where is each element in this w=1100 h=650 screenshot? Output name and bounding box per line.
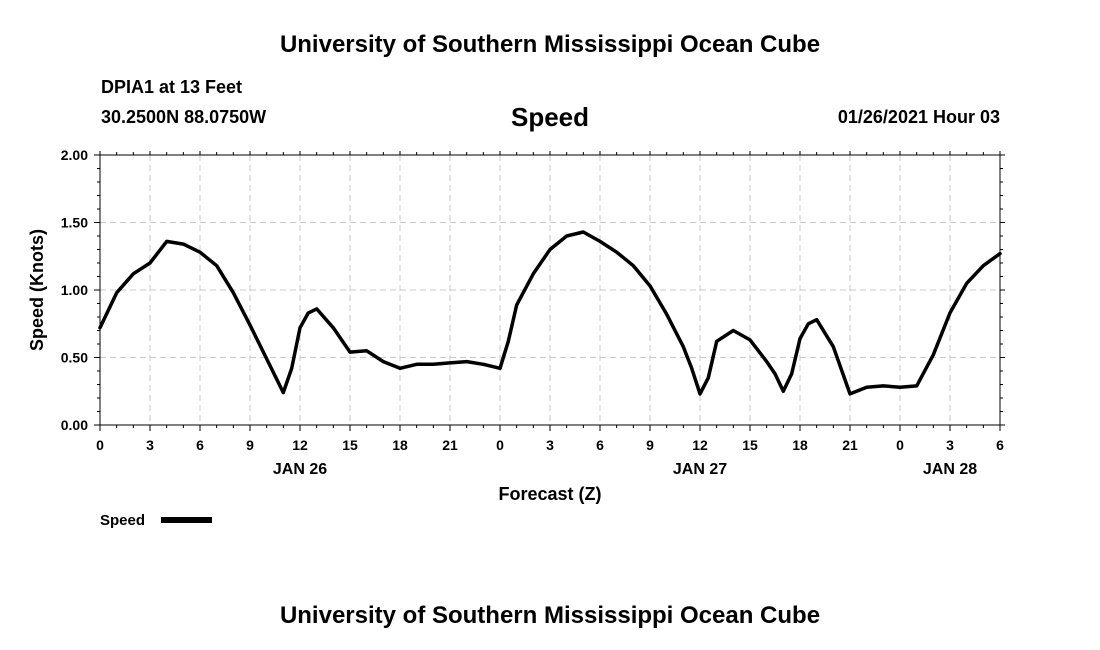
x-tick-label: 0 (896, 437, 904, 453)
x-tick-label: 6 (196, 437, 204, 453)
x-tick-label: 0 (496, 437, 504, 453)
date-label: JAN 27 (673, 461, 727, 478)
y-tick-label: 2.00 (61, 147, 88, 163)
x-tick-label: 12 (292, 437, 308, 453)
x-tick-labels: 0 3 6 9 12 15 18 21 0 3 6 9 12 15 18 21 0 3 6 (96, 437, 1004, 453)
date-labels: JAN 26 JAN 27 JAN 28 (273, 461, 977, 478)
chart-title: Speed (510, 102, 590, 132)
x-tick-label: 9 (246, 437, 254, 453)
header-title: University of Southern Mississippi Ocean… (279, 31, 821, 58)
forecast-issue-time: 01/26/2021 Hour 03 (837, 107, 1000, 127)
y-tick-label: 1.00 (61, 282, 88, 298)
x-tick-label: 21 (842, 437, 858, 453)
legend: Speed (100, 512, 212, 529)
chart-grid (100, 155, 1000, 425)
x-tick-label: 9 (646, 437, 654, 453)
axis-ticks (94, 151, 1005, 431)
x-tick-label: 6 (996, 437, 1004, 453)
x-tick-label: 15 (342, 437, 358, 453)
x-tick-label: 3 (946, 437, 954, 453)
date-label: JAN 26 (273, 461, 327, 478)
date-label: JAN 28 (923, 461, 977, 478)
x-tick-label: 6 (596, 437, 604, 453)
x-tick-label: 21 (442, 437, 458, 453)
station-label: DPIA1 at 13 Feet (101, 77, 243, 97)
x-tick-label: 3 (546, 437, 554, 453)
x-tick-label: 0 (96, 437, 104, 453)
footer-title: University of Southern Mississippi Ocean… (279, 602, 821, 629)
y-tick-label: 0.00 (61, 417, 88, 433)
legend-label: Speed (100, 512, 145, 529)
y-tick-label: 0.50 (61, 350, 88, 366)
y-tick-label: 1.50 (61, 215, 88, 231)
station-coordinates: 30.2500N 88.0750W (101, 107, 267, 127)
series-lines (98, 230, 1002, 396)
y-axis-label: Speed (Knots) (27, 229, 47, 351)
x-tick-label: 15 (742, 437, 758, 453)
x-tick-label: 18 (392, 437, 408, 453)
x-tick-label: 18 (792, 437, 808, 453)
x-axis-label: Forecast (Z) (498, 484, 601, 504)
y-tick-labels: 0.00 0.50 1.00 1.50 2.00 (61, 147, 88, 433)
x-tick-label: 3 (146, 437, 154, 453)
series-line (98, 230, 1002, 396)
x-tick-label: 12 (692, 437, 708, 453)
